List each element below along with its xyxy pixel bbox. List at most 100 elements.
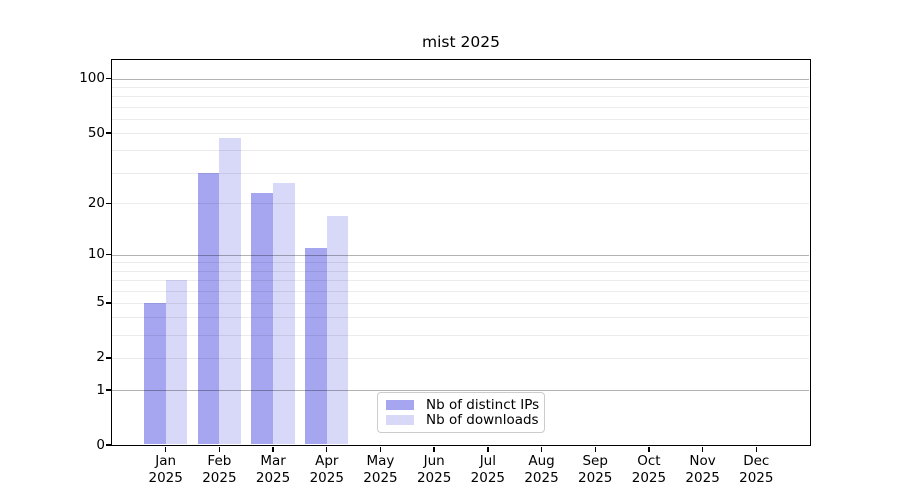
x-tick-oct [648,446,650,452]
x-tick-label-jul-2025: Jul 2025 [458,453,518,486]
bar-mar-2025-nb-of-downloads [273,183,295,444]
gridline-minor-90 [112,87,809,89]
gridline-minor-4 [112,317,809,319]
x-tick-jan [164,446,167,452]
month-label: May [366,453,395,469]
x-tick-label-oct-2025: Oct 2025 [619,453,679,486]
year-label: 2025 [685,469,720,486]
month-label: Jan [155,453,177,469]
y-tick-label-0: 0 [96,436,105,453]
gridline-minor-40 [112,150,809,152]
gridline-minor-8 [112,270,809,272]
y-tick-label-2: 2 [96,349,105,366]
y-tick-label-50: 50 [87,124,105,141]
year-label: 2025 [524,469,559,486]
bar-mar-2025-nb-of-distinct-ips [251,192,274,444]
legend-swatch-downloads [386,415,414,425]
year-label: 2025 [470,469,506,486]
bar-feb-2025-nb-of-downloads [219,137,242,444]
year-label: 2025 [255,469,291,486]
x-tick-label-apr-2025: Apr 2025 [297,453,357,486]
bar-jan-2025-nb-of-downloads [165,280,188,444]
month-label: Mar [260,453,286,469]
year-label: 2025 [202,469,237,486]
gridline-minor-70 [112,106,809,108]
gridline-minor-60 [112,118,809,120]
year-label: 2025 [578,469,613,486]
gridline-major-1 [112,390,809,391]
month-label: Jul [479,453,496,469]
gridline-minor-9 [112,262,809,264]
bar-apr-2025-nb-of-distinct-ips [305,247,327,444]
y-tick-label-10: 10 [87,246,105,263]
gridline-minor-50 [112,133,809,135]
gridline-minor-30 [112,172,809,174]
y-tick-20 [106,202,112,205]
x-tick-label-dec-2025: Dec 2025 [726,453,786,486]
bar-feb-2025-nb-of-distinct-ips [197,172,220,444]
x-tick-label-may-2025: May 2025 [350,453,410,486]
x-tick-label-nov-2025: Nov 2025 [673,453,733,486]
x-tick-feb [218,446,221,452]
x-tick-jun [433,446,435,452]
year-label: 2025 [739,469,774,486]
gridline-major-100 [112,78,809,80]
x-tick-jul [487,446,489,452]
gridline-minor-5 [112,302,809,304]
legend-item-distinct-ips: Nb of distinct IPs [386,397,540,413]
axes-frame [111,59,811,446]
gridline-major-10 [112,254,809,256]
month-label: Feb [207,453,232,469]
month-label: Jun [423,453,445,469]
gridline-minor-2 [112,357,809,359]
year-label: 2025 [363,469,398,486]
x-tick-label-jun-2025: Jun 2025 [404,453,464,486]
legend-label-distinct-ips: Nb of distinct IPs [426,397,540,413]
gridline-minor-20 [112,203,809,205]
plot-area [112,60,809,444]
year-label: 2025 [148,469,183,486]
gridline-minor-80 [112,96,809,98]
month-label: Dec [743,453,770,469]
y-tick-100 [106,78,112,80]
x-tick-nov [701,446,704,452]
bar-jan-2025-nb-of-distinct-ips [143,302,166,444]
y-tick-50 [106,132,112,134]
legend-swatch-distinct-ips [386,400,414,410]
y-tick-2 [106,357,112,359]
gridline-minor-7 [112,280,809,281]
legend-item-downloads: Nb of downloads [386,412,539,428]
year-label: 2025 [631,469,667,486]
y-tick-label-5: 5 [96,294,105,311]
chart-title: mist 2025 [422,33,500,51]
legend: Nb of distinct IPs Nb of downloads [377,392,545,433]
y-tick-label-20: 20 [87,194,105,211]
month-label: Nov [689,453,716,469]
month-label: Apr [315,453,339,469]
x-tick-label-jan-2025: Jan 2025 [136,453,196,486]
gridline-minor-3 [112,335,809,336]
x-tick-aug [540,446,543,452]
bar-apr-2025-nb-of-downloads [326,215,349,444]
year-label: 2025 [416,469,452,486]
x-tick-may [379,446,382,452]
y-tick-label-1: 1 [96,381,105,398]
y-tick-label-100: 100 [79,70,105,87]
y-tick-5 [106,302,112,304]
x-tick-mar [272,446,274,452]
x-tick-label-feb-2025: Feb 2025 [189,453,249,486]
x-tick-apr [326,446,328,452]
month-label: Oct [637,453,661,469]
x-tick-dec [755,446,757,452]
gridline-minor-6 [112,290,809,292]
x-tick-label-aug-2025: Aug 2025 [512,453,572,486]
y-tick-0 [106,444,112,446]
y-tick-10 [106,254,112,256]
legend-label-downloads: Nb of downloads [426,412,539,428]
y-tick-1 [106,389,112,391]
month-label: Sep [582,453,608,469]
year-label: 2025 [309,469,344,486]
x-tick-sep [594,446,596,452]
x-tick-label-mar-2025: Mar 2025 [243,453,303,486]
